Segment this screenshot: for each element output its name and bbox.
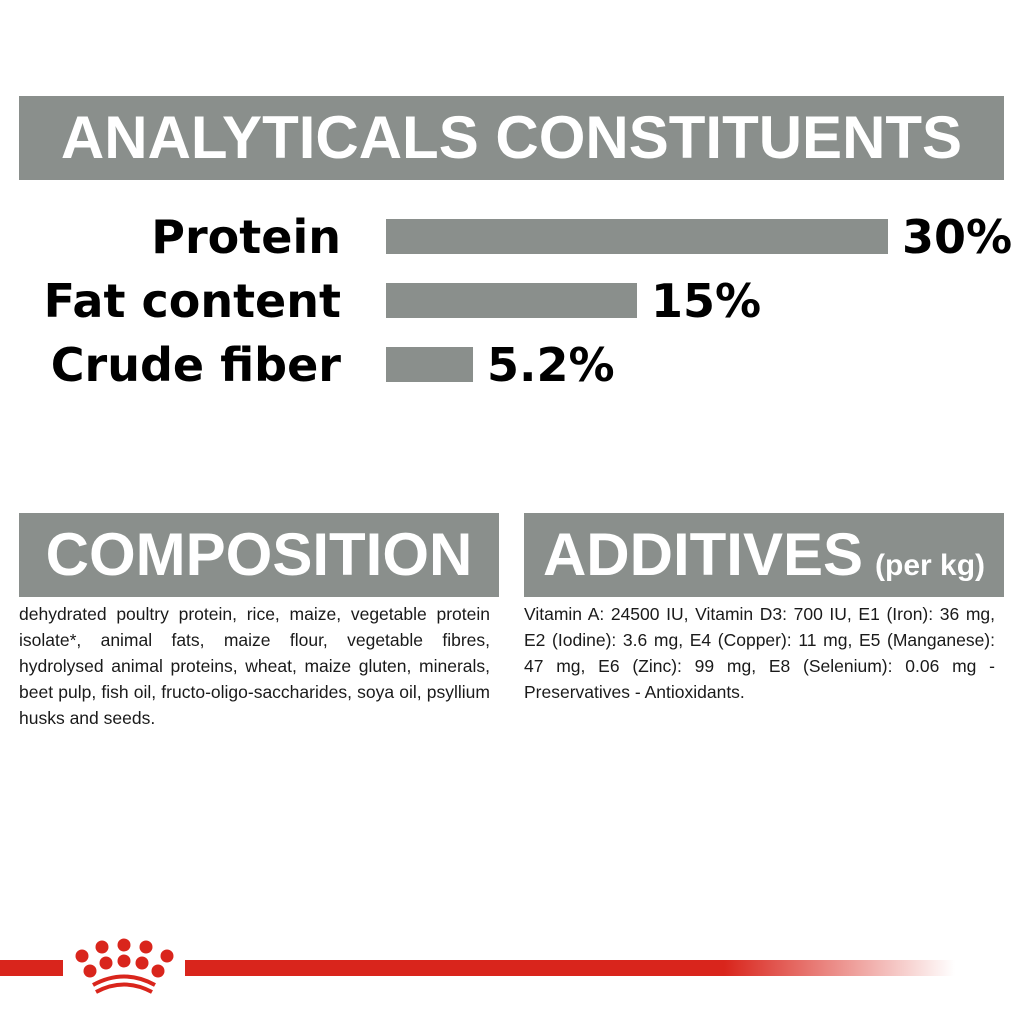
additives-title: ADDITIVES — [542, 521, 864, 588]
category-label: Protein — [151, 210, 341, 264]
bar-fat-content — [386, 283, 637, 318]
additives-text: Vitamin A: 24500 IU, Vitamin D3: 700 IU,… — [524, 604, 995, 702]
category-label: Fat content — [44, 274, 341, 328]
value-label: 15% — [651, 274, 761, 328]
composition-text: dehydrated poultry protein, rice, maize,… — [19, 604, 490, 728]
footer-stripe-left — [0, 960, 63, 976]
composition-title: COMPOSITION — [45, 521, 473, 588]
composition-header-band: COMPOSITION — [19, 513, 499, 597]
category-label: Crude fiber — [51, 338, 342, 392]
footer-stripe-right — [185, 960, 955, 976]
additives-subtitle: (per kg) — [875, 549, 986, 582]
crown-logo-icon — [75, 938, 174, 994]
bar-protein — [386, 219, 888, 254]
bar-chart: Protein 30% Fat content 15% Crude fiber 5.2% — [44, 210, 1012, 392]
additives-header-band: ADDITIVES (per kg) — [524, 513, 1004, 597]
analytics-title: ANALYTICALS CONSTITUENTS — [60, 104, 963, 171]
analytics-header-band: ANALYTICALS CONSTITUENTS — [19, 96, 1004, 180]
value-label: 30% — [902, 210, 1012, 264]
value-label: 5.2% — [487, 338, 615, 392]
additives-heading: ADDITIVES (per kg) — [543, 525, 985, 585]
bar-crude-fiber — [386, 347, 474, 382]
